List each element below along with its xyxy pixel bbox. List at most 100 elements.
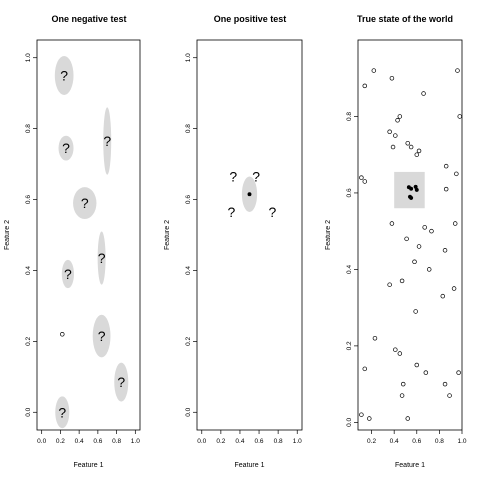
panel1-region-label-3: ? [81, 195, 89, 211]
panel1-region-label-1: ? [62, 140, 70, 156]
panel1-point-0 [60, 332, 65, 337]
panel2-title: One positive test [214, 14, 287, 24]
panel1-region-label-0: ? [60, 67, 68, 83]
panel1-ytick-label-3: 0.6 [25, 195, 32, 204]
panel3-filled-point-5 [409, 195, 414, 200]
panel2-ytick-label-3: 0.6 [185, 195, 192, 204]
panel1-region-6 [92, 314, 111, 358]
panel2-ytick-label-0: 0.0 [185, 407, 192, 416]
panel2-annotation-3: ? [269, 204, 277, 220]
panel1-region-label-5: ? [64, 266, 72, 282]
panel3-point-8 [393, 133, 398, 138]
panel1-ytick-label-2: 0.4 [25, 266, 32, 275]
panel3-xtick-label-3: 0.8 [435, 438, 444, 445]
panel2-ytick-label-5: 1.0 [185, 53, 192, 62]
panel1-region-8 [55, 396, 70, 429]
panel3-point-19 [443, 186, 449, 192]
panel3-ytick-label-1: 0.2 [346, 341, 353, 350]
panel3-point-13 [457, 114, 462, 119]
panel2-xtick-label-2: 0.4 [235, 438, 244, 445]
panel3-ytick-label-4: 0.8 [346, 112, 353, 121]
panel3-ytick-label-3: 0.6 [346, 188, 353, 197]
panel3-point-25 [416, 244, 422, 249]
panel1-ylabel: Feature 2 [4, 220, 11, 250]
panel1-ytick-label-1: 0.2 [25, 336, 32, 345]
panel3-point-21 [422, 225, 427, 230]
panel3-point-3 [421, 91, 426, 96]
panel1-xtick-label-0: 0.0 [37, 438, 46, 445]
panel1-ytick-label-4: 0.8 [25, 124, 32, 133]
panel3-xlabel: Feature 1 [395, 462, 425, 469]
panel1-region-0 [54, 55, 74, 95]
panel1-region-label-4: ? [98, 250, 106, 266]
panel3-plot-frame [357, 39, 463, 431]
panel3-point-4 [455, 68, 460, 73]
panel3-point-43 [399, 393, 405, 398]
panel3-point-38 [423, 370, 429, 375]
panel3-point-47 [405, 416, 410, 421]
panel3-xtick-label-0: 0.2 [367, 438, 376, 445]
panel1-xtick-label-2: 0.4 [75, 438, 84, 445]
panel3-xtick-label-2: 0.6 [412, 438, 421, 445]
panel1-xlabel: Feature 1 [74, 462, 104, 469]
panel1-region-4 [97, 231, 106, 285]
panel3-point-14 [414, 152, 420, 157]
panel2-ylabel: Feature 2 [164, 220, 171, 250]
panel3-point-28 [426, 267, 432, 272]
panel1-region-3 [73, 187, 97, 220]
panel3-point-40 [456, 370, 461, 375]
panel1-xtick-label-4: 0.8 [112, 438, 121, 445]
panel3-point-11 [416, 148, 422, 154]
panel3-point-9 [405, 140, 410, 146]
panel3-point-31 [451, 286, 457, 291]
panel2-plot-frame [196, 39, 303, 431]
panel3-point-0 [371, 68, 377, 73]
panel3-xtick-label-1: 0.4 [390, 438, 399, 445]
panel3-point-41 [400, 381, 406, 387]
panel3-point-6 [397, 114, 403, 119]
panel3-point-18 [454, 171, 459, 177]
panel3-point-2 [389, 75, 395, 81]
panel3-point-7 [387, 129, 392, 135]
panel1-region-label-6: ? [98, 328, 106, 344]
panel3-filled-point-3 [414, 187, 419, 192]
panel3-point-42 [442, 381, 448, 387]
panel3-title: True state of the world [357, 14, 453, 24]
panel2-xlabel: Feature 1 [235, 462, 265, 469]
panel2-annotation-1: ? [252, 169, 260, 185]
panel2-ytick-label-2: 0.4 [185, 266, 192, 275]
panel3-point-17 [362, 179, 368, 184]
panel3-point-12 [390, 144, 396, 150]
panel3-point-5 [395, 118, 400, 123]
panel2-point-0 [247, 192, 252, 197]
panel3-point-29 [399, 278, 405, 284]
panel2-xtick-label-3: 0.6 [255, 438, 264, 445]
panel2-ytick-label-4: 0.8 [185, 124, 192, 133]
panel3-point-24 [404, 236, 409, 242]
panel3-point-10 [408, 144, 414, 150]
panel1-title: One negative test [51, 14, 126, 24]
panel3-point-20 [389, 221, 395, 226]
panel3-point-39 [362, 366, 368, 372]
panel3-xtick-label-4: 1.0 [457, 438, 466, 445]
panel1-region-label-2: ? [103, 133, 111, 149]
panel2-ytick-label-1: 0.2 [185, 336, 192, 345]
panel1-region-label-8: ? [58, 404, 66, 420]
panel1-ytick-label-0: 0.0 [25, 407, 32, 416]
panel3-point-23 [429, 228, 434, 234]
panel3-point-46 [367, 416, 372, 421]
panel3-point-16 [359, 175, 364, 180]
panel1-region-2 [103, 107, 112, 175]
panel3-point-36 [397, 351, 403, 356]
panel3-point-22 [452, 221, 458, 226]
panel3-point-15 [443, 163, 449, 169]
panel1-region-1 [58, 135, 74, 161]
panel3-rect-region [394, 171, 425, 209]
panel2-annotation-0: ? [229, 169, 237, 185]
panel3-point-26 [442, 248, 448, 253]
panel1-plot-frame [36, 39, 141, 431]
panel3-ytick-label-2: 0.4 [346, 265, 353, 274]
panel3-point-1 [362, 83, 368, 89]
panel2-annotation-2: ? [227, 204, 235, 220]
